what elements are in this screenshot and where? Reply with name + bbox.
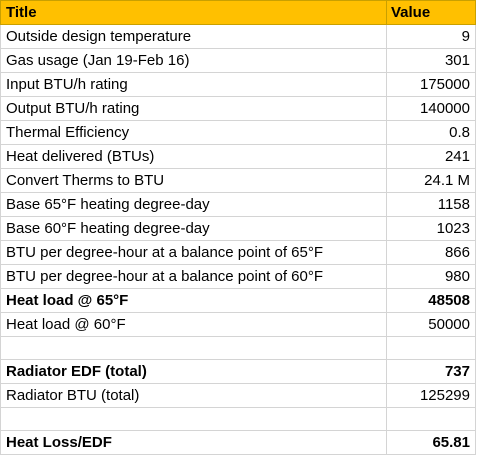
row-value-cell[interactable]: 140000 [386,96,476,121]
header-title-cell[interactable]: Title [0,0,387,25]
row-value-cell[interactable]: 0.8 [386,120,476,145]
row-label-cell[interactable]: Gas usage (Jan 19-Feb 16) [0,48,387,73]
row-value-cell[interactable]: 125299 [386,383,476,408]
row-value-cell[interactable]: 1158 [386,192,476,217]
table-row: Heat load @ 65°F 48508 [0,288,476,313]
row-value-cell[interactable]: 175000 [386,72,476,97]
row-label-cell[interactable]: Heat load @ 60°F [0,312,387,337]
row-label-cell[interactable]: Radiator BTU (total) [0,383,387,408]
row-label-cell[interactable]: Heat Loss/EDF [0,430,387,455]
table-row: Base 65°F heating degree-day 1158 [0,192,476,217]
row-value-cell[interactable]: 301 [386,48,476,73]
table-row: Convert Therms to BTU 24.1 M [0,168,476,193]
table-body: Outside design temperature 9 Gas usage (Ja… [0,24,476,455]
row-label-cell[interactable]: Base 60°F heating degree-day [0,216,387,241]
row-label-cell[interactable]: Convert Therms to BTU [0,168,387,193]
row-value-cell[interactable]: 65.81 [386,430,476,455]
table-row: Thermal Efficiency 0.8 [0,120,476,145]
table-row [0,336,476,360]
table-row: BTU per degree-hour at a balance point o… [0,264,476,289]
table-row: Heat Loss/EDF 65.81 [0,430,476,455]
table-row [0,407,476,431]
table-row: Heat load @ 60°F 50000 [0,312,476,337]
row-value-cell[interactable]: 737 [386,359,476,384]
table-row: Gas usage (Jan 19-Feb 16) 301 [0,48,476,73]
row-label-cell[interactable]: Radiator EDF (total) [0,359,387,384]
row-value-cell[interactable]: 1023 [386,216,476,241]
row-value-cell[interactable]: 866 [386,240,476,265]
row-label-cell[interactable]: Base 65°F heating degree-day [0,192,387,217]
row-label-cell[interactable]: Heat load @ 65°F [0,288,387,313]
row-label-cell[interactable]: Input BTU/h rating [0,72,387,97]
table-row: Heat delivered (BTUs) 241 [0,144,476,169]
row-label-cell[interactable]: Thermal Efficiency [0,120,387,145]
row-label-cell[interactable] [0,336,387,360]
row-value-cell[interactable]: 48508 [386,288,476,313]
row-label-cell[interactable]: Output BTU/h rating [0,96,387,121]
row-value-cell[interactable]: 980 [386,264,476,289]
table-row: Radiator BTU (total) 125299 [0,383,476,408]
table-row: BTU per degree-hour at a balance point o… [0,240,476,265]
row-value-cell[interactable]: 50000 [386,312,476,337]
row-value-cell[interactable] [386,336,476,360]
table-row: Radiator EDF (total) 737 [0,359,476,384]
table-row: Input BTU/h rating 175000 [0,72,476,97]
table-row: Base 60°F heating degree-day 1023 [0,216,476,241]
row-label-cell[interactable]: BTU per degree-hour at a balance point o… [0,264,387,289]
row-value-cell[interactable] [386,407,476,431]
row-label-cell[interactable] [0,407,387,431]
row-label-cell[interactable]: Heat delivered (BTUs) [0,144,387,169]
row-value-cell[interactable]: 24.1 M [386,168,476,193]
row-label-cell[interactable]: Outside design temperature [0,24,387,49]
header-value-cell[interactable]: Value [386,0,476,25]
row-value-cell[interactable]: 9 [386,24,476,49]
header-row: Title Value [0,0,476,25]
table-row: Outside design temperature 9 [0,24,476,49]
table-row: Output BTU/h rating 140000 [0,96,476,121]
row-value-cell[interactable]: 241 [386,144,476,169]
row-label-cell[interactable]: BTU per degree-hour at a balance point o… [0,240,387,265]
